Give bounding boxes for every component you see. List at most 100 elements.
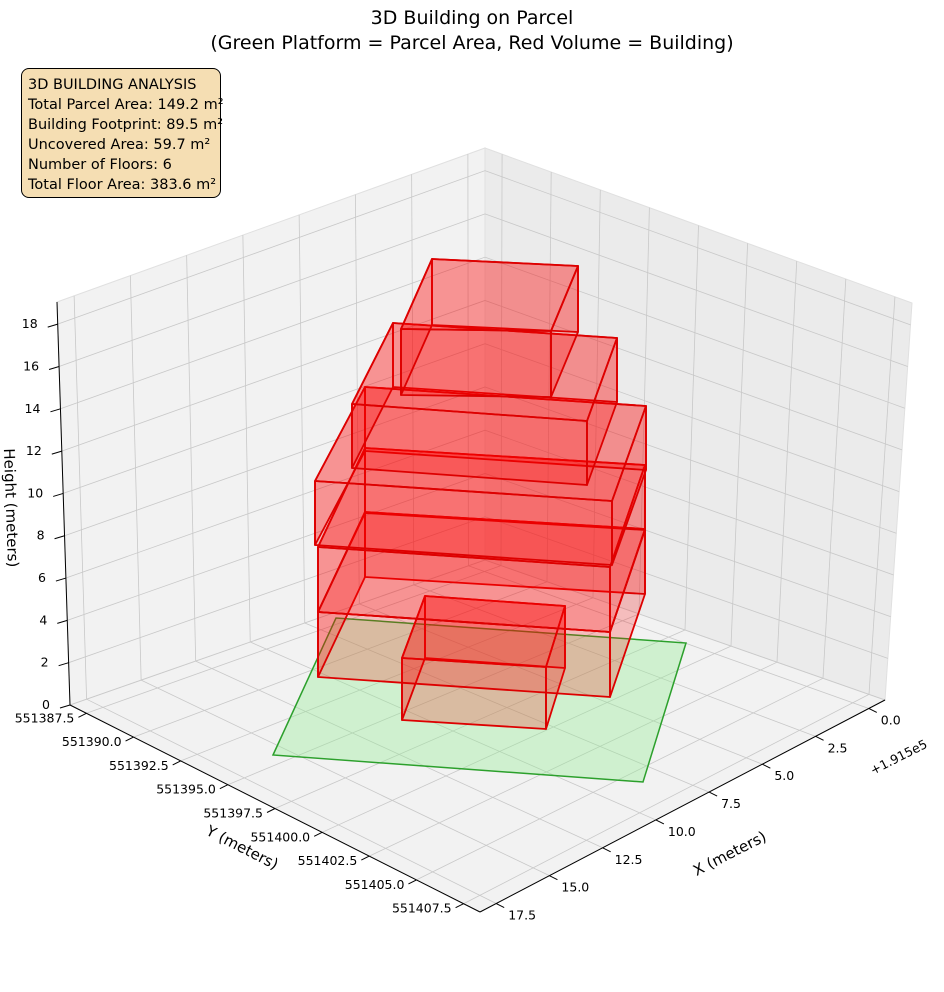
- y-tick-label: 551400.0: [250, 829, 310, 844]
- z-tick-label: 0: [42, 697, 50, 712]
- grid-line: [468, 565, 869, 709]
- y-tick: [455, 903, 464, 909]
- x-tick: [495, 903, 505, 908]
- y-tick: [172, 760, 181, 766]
- annotation-line: Uncovered Area: 59.7 m²: [28, 137, 211, 153]
- x-tick: [602, 847, 611, 853]
- y-tick-label: 551397.5: [203, 806, 263, 821]
- grid-line: [86, 698, 497, 904]
- grid-line: [64, 386, 897, 537]
- y-tick: [78, 712, 87, 718]
- parcel-platform: [271, 617, 687, 783]
- grid-line: [129, 275, 142, 681]
- grid-line: [413, 584, 816, 737]
- grid-line: [776, 261, 798, 663]
- x-tick: [655, 819, 665, 825]
- z-tick-label: 18: [22, 316, 38, 331]
- grid-line: [61, 300, 903, 452]
- grid-line: [500, 154, 503, 566]
- y-tick-label: 551407.5: [392, 901, 452, 916]
- grid-line: [69, 559, 886, 706]
- z-tick: [50, 408, 61, 413]
- z-tick-label: 6: [38, 570, 46, 585]
- y-tick-label: 551390.0: [62, 734, 122, 749]
- z-tick-label: 14: [25, 401, 41, 416]
- y-tick: [408, 879, 417, 885]
- x-tick-label: 17.5: [508, 908, 536, 923]
- z-tick: [57, 619, 68, 624]
- z-tick: [58, 662, 69, 667]
- x-tick-label: 5.0: [774, 768, 794, 783]
- y-tick: [266, 808, 276, 813]
- z-tick: [51, 450, 62, 455]
- y-tick-label: 551402.5: [298, 853, 358, 868]
- grid-line: [304, 622, 710, 793]
- z-tick: [48, 366, 60, 370]
- z-tick-label: 2: [41, 655, 49, 670]
- y-tick-label: 551392.5: [109, 758, 169, 773]
- z-tick-label: 8: [37, 528, 45, 543]
- grid-line: [140, 679, 550, 877]
- grid-line: [65, 429, 894, 579]
- grid-line: [68, 516, 888, 664]
- grid-line: [298, 214, 306, 623]
- grid-line: [354, 194, 360, 604]
- annotation-heading: 3D BUILDING ANALYSIS: [28, 77, 197, 93]
- building-floor-1: [401, 595, 566, 668]
- grid-line: [86, 565, 502, 714]
- axis-panes: [56, 147, 913, 913]
- annotation-line: Number of Floors: 6: [28, 157, 172, 173]
- chart-title-line-1: 3D Building on Parcel: [370, 7, 574, 29]
- y-tick-label: 551395.0: [156, 782, 216, 797]
- grid-line: [67, 473, 891, 621]
- building-floor-6: [400, 258, 579, 332]
- axis-ticks: 551387.5 551390.0 551392.5 551395.0 551397.5…: [15, 316, 901, 922]
- grid-line: [186, 255, 197, 662]
- z-tick-label: 10: [27, 485, 43, 500]
- z-tick: [59, 704, 71, 709]
- z-tick: [53, 492, 64, 497]
- grid-line: [242, 235, 251, 643]
- grid-line: [274, 629, 686, 809]
- z-tick: [47, 323, 58, 328]
- x-tick-label: 15.0: [561, 880, 589, 895]
- y-tick: [219, 784, 229, 790]
- grid-line: [416, 677, 824, 881]
- chart-title-line-2: (Green Platform = Parcel Area, Red Volum…: [210, 32, 734, 54]
- grid-line: [463, 694, 870, 905]
- analysis-annotation-box: 3D BUILDING ANALYSIS Total Parcel Area: …: [21, 68, 224, 198]
- building-floor-4: [314, 386, 647, 502]
- z-tick: [55, 577, 67, 582]
- x-tick: [549, 875, 558, 881]
- grid-line: [58, 213, 908, 367]
- x-tick: [815, 735, 824, 741]
- grid-line: [321, 645, 732, 833]
- y-tick: [125, 736, 134, 742]
- grid-line: [467, 154, 469, 566]
- grid-line: [60, 256, 905, 410]
- x-tick-label: 12.5: [615, 852, 643, 867]
- annotation-line: Total Floor Area: 383.6 m²: [28, 177, 217, 193]
- x-tick-label: 2.5: [828, 740, 848, 755]
- grid-line: [546, 172, 552, 582]
- z-axis-label: Height (meters): [0, 448, 22, 568]
- grid-line: [57, 170, 911, 326]
- annotation-line: Building Footprint: 89.5 m²: [28, 117, 224, 133]
- building-volume: [314, 258, 647, 730]
- grid-line: [822, 278, 847, 679]
- x-tick-label: 7.5: [721, 796, 741, 811]
- z-tick: [54, 535, 65, 540]
- z-tick-label: 4: [39, 612, 47, 627]
- grid-line: [369, 661, 778, 857]
- z-tick-label: 16: [23, 358, 39, 373]
- grid-line: [195, 660, 603, 849]
- y-tick-label: 551387.5: [15, 710, 75, 725]
- x-tick-label: 10.0: [668, 824, 696, 839]
- grid-line: [73, 295, 87, 700]
- x-tick: [762, 763, 771, 769]
- grid-line: [63, 343, 900, 494]
- grid-line: [730, 243, 749, 647]
- x-tick-label: 0.0: [881, 712, 901, 727]
- z-tick-label: 12: [26, 443, 42, 458]
